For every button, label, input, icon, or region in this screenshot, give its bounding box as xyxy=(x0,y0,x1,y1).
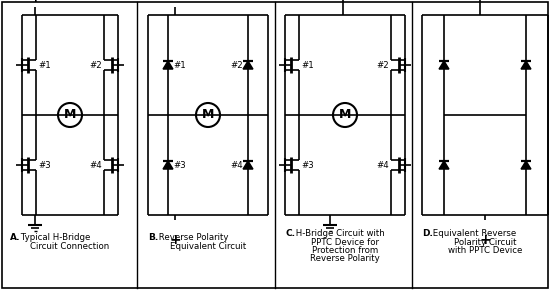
Text: Reverse Polarity: Reverse Polarity xyxy=(156,233,228,242)
Text: +: + xyxy=(29,0,41,5)
Polygon shape xyxy=(243,161,253,169)
Polygon shape xyxy=(439,61,449,69)
Text: D.: D. xyxy=(422,229,433,238)
Text: with PPTC Device: with PPTC Device xyxy=(448,246,522,255)
Text: Protection from: Protection from xyxy=(312,246,378,255)
Text: Typical H-Bridge: Typical H-Bridge xyxy=(18,233,90,242)
Polygon shape xyxy=(163,61,173,69)
Text: M: M xyxy=(202,108,214,122)
Text: Equivalent Circuit: Equivalent Circuit xyxy=(170,242,246,251)
Text: Equivalent Reverse: Equivalent Reverse xyxy=(430,229,516,238)
Text: #2: #2 xyxy=(89,61,102,70)
Text: #3: #3 xyxy=(173,160,186,169)
Text: M: M xyxy=(339,108,351,122)
Polygon shape xyxy=(163,161,173,169)
Text: B.: B. xyxy=(148,233,158,242)
Text: +: + xyxy=(169,233,181,247)
Text: #2: #2 xyxy=(376,61,389,70)
Text: A.: A. xyxy=(10,233,20,242)
Text: Reverse Polarity: Reverse Polarity xyxy=(310,254,380,263)
Text: #1: #1 xyxy=(38,61,51,70)
Text: #3: #3 xyxy=(301,160,314,169)
Text: #4: #4 xyxy=(89,160,102,169)
Text: #4: #4 xyxy=(376,160,389,169)
Polygon shape xyxy=(439,161,449,169)
Text: M: M xyxy=(64,108,76,122)
Text: PPTC Device for: PPTC Device for xyxy=(311,238,379,247)
Polygon shape xyxy=(243,61,253,69)
Text: #1: #1 xyxy=(173,61,186,70)
Text: #2: #2 xyxy=(230,61,243,70)
Text: #1: #1 xyxy=(301,61,314,70)
Text: Circuit Connection: Circuit Connection xyxy=(30,242,109,251)
Text: H-Bridge Circuit with: H-Bridge Circuit with xyxy=(293,229,385,238)
Text: Polarity Circuit: Polarity Circuit xyxy=(454,238,516,247)
Text: #4: #4 xyxy=(230,160,243,169)
Text: #3: #3 xyxy=(38,160,51,169)
Text: +: + xyxy=(479,233,491,247)
Polygon shape xyxy=(521,161,531,169)
Polygon shape xyxy=(521,61,531,69)
Text: C.: C. xyxy=(285,229,295,238)
Text: −: − xyxy=(169,0,182,5)
